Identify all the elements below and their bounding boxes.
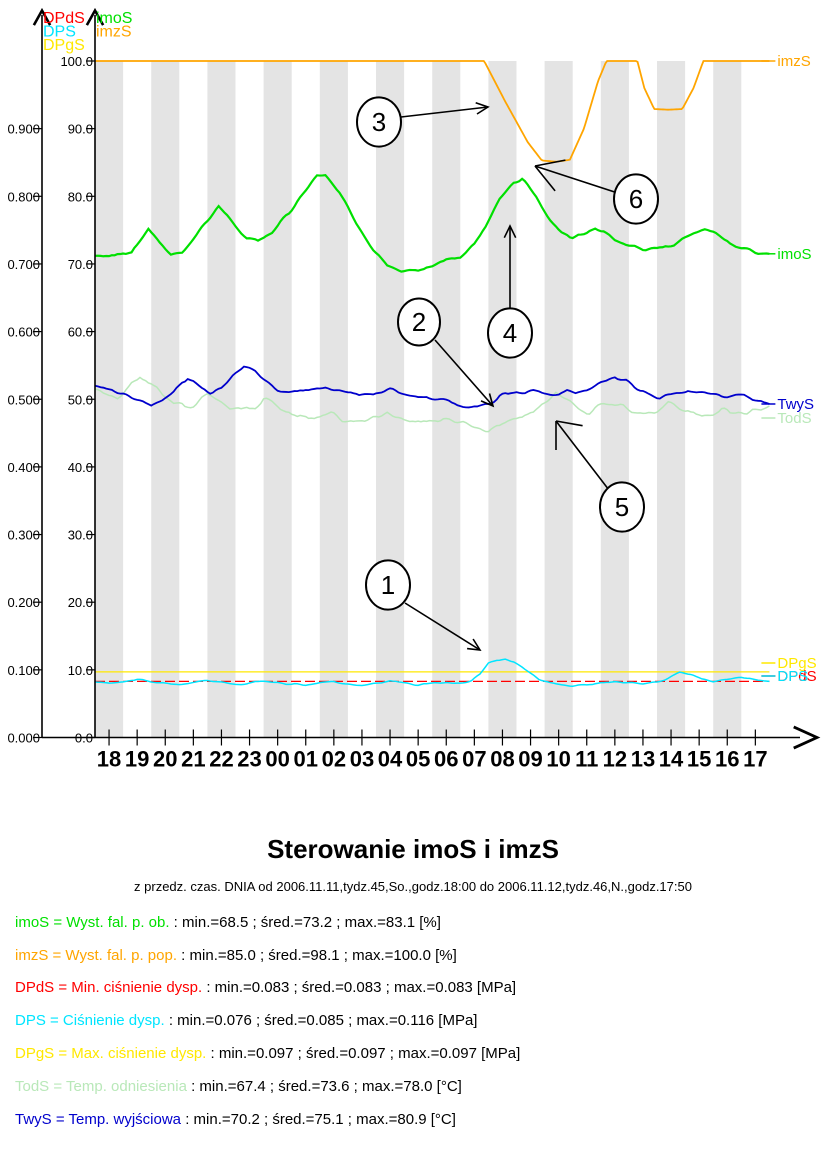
svg-text:09: 09 xyxy=(518,747,542,772)
svg-text:04: 04 xyxy=(378,747,403,772)
svg-text:imoS: imoS xyxy=(777,246,811,263)
svg-text:14: 14 xyxy=(659,747,684,772)
svg-text:TodS = Temp. odniesienia : min: TodS = Temp. odniesienia : min.=67.4 ; ś… xyxy=(15,1078,462,1095)
svg-text:DPgS = Max. ciśnienie dysp. :: DPgS = Max. ciśnienie dysp. : min.=0.097… xyxy=(15,1045,520,1062)
svg-text:0.200: 0.200 xyxy=(7,595,40,610)
svg-text:1: 1 xyxy=(381,570,395,600)
svg-text:21: 21 xyxy=(181,747,205,772)
svg-text:100.0: 100.0 xyxy=(60,54,93,69)
svg-text:70.0: 70.0 xyxy=(68,257,93,272)
svg-text:80.0: 80.0 xyxy=(68,189,93,204)
svg-text:12: 12 xyxy=(603,747,627,772)
svg-text:19: 19 xyxy=(125,747,149,772)
svg-text:0.100: 0.100 xyxy=(7,663,40,678)
svg-text:DPgS: DPgS xyxy=(43,37,85,54)
svg-text:20.0: 20.0 xyxy=(68,595,93,610)
svg-text:imzS: imzS xyxy=(96,24,132,41)
svg-text:05: 05 xyxy=(406,747,430,772)
svg-text:08: 08 xyxy=(490,747,514,772)
svg-text:0.800: 0.800 xyxy=(7,189,40,204)
svg-text:Sterowanie imoS i imzS: Sterowanie imoS i imzS xyxy=(267,834,559,864)
svg-text:90.0: 90.0 xyxy=(68,122,93,137)
svg-text:03: 03 xyxy=(350,747,374,772)
svg-text:16: 16 xyxy=(715,747,739,772)
svg-text:imzS: imzS xyxy=(777,53,810,70)
svg-text:0.300: 0.300 xyxy=(7,528,40,543)
svg-text:07: 07 xyxy=(462,747,486,772)
svg-text:0.500: 0.500 xyxy=(7,392,40,407)
svg-text:z przedz. czas. DNIA od 2006.1: z przedz. czas. DNIA od 2006.11.11,tydz.… xyxy=(134,879,692,894)
svg-text:DPdS = Min. ciśnienie dysp. :: DPdS = Min. ciśnienie dysp. : min.=0.083… xyxy=(15,979,516,996)
svg-text:22: 22 xyxy=(209,747,233,772)
svg-text:6: 6 xyxy=(629,184,643,214)
svg-text:23: 23 xyxy=(237,747,261,772)
svg-text:DPS: DPS xyxy=(777,668,808,685)
svg-text:0.400: 0.400 xyxy=(7,460,40,475)
svg-text:11: 11 xyxy=(575,747,598,772)
svg-text:02: 02 xyxy=(322,747,346,772)
svg-text:10: 10 xyxy=(546,747,570,772)
svg-text:10.0: 10.0 xyxy=(68,663,93,678)
svg-text:4: 4 xyxy=(503,318,517,348)
svg-text:0.000: 0.000 xyxy=(7,731,40,746)
svg-text:20: 20 xyxy=(153,747,177,772)
svg-text:imoS = Wyst. fal. p. ob. : min: imoS = Wyst. fal. p. ob. : min.=68.5 ; ś… xyxy=(15,914,441,931)
svg-text:TwyS = Temp. wyjściowa : min.=: TwyS = Temp. wyjściowa : min.=70.2 ; śre… xyxy=(15,1111,456,1128)
svg-text:TodS: TodS xyxy=(777,410,811,427)
svg-text:50.0: 50.0 xyxy=(68,392,93,407)
svg-text:60.0: 60.0 xyxy=(68,325,93,340)
svg-text:13: 13 xyxy=(631,747,655,772)
svg-text:15: 15 xyxy=(687,747,711,772)
svg-text:17: 17 xyxy=(743,747,767,772)
svg-text:40.0: 40.0 xyxy=(68,460,93,475)
svg-text:imzS = Wyst. fal. p. pop. : mi: imzS = Wyst. fal. p. pop. : min.=85.0 ; … xyxy=(15,947,457,964)
svg-text:5: 5 xyxy=(615,492,629,522)
svg-text:30.0: 30.0 xyxy=(68,528,93,543)
svg-text:01: 01 xyxy=(294,747,318,772)
svg-text:00: 00 xyxy=(265,747,289,772)
svg-text:0.0: 0.0 xyxy=(75,731,93,746)
svg-text:18: 18 xyxy=(97,747,121,772)
svg-text:2: 2 xyxy=(412,307,426,337)
svg-text:0.900: 0.900 xyxy=(7,122,40,137)
svg-text:0.700: 0.700 xyxy=(7,257,40,272)
svg-text:0.600: 0.600 xyxy=(7,325,40,340)
svg-text:06: 06 xyxy=(434,747,458,772)
svg-text:3: 3 xyxy=(372,107,386,137)
svg-text:DPS = Ciśnienie dysp. : min.=0: DPS = Ciśnienie dysp. : min.=0.076 ; śre… xyxy=(15,1012,477,1029)
